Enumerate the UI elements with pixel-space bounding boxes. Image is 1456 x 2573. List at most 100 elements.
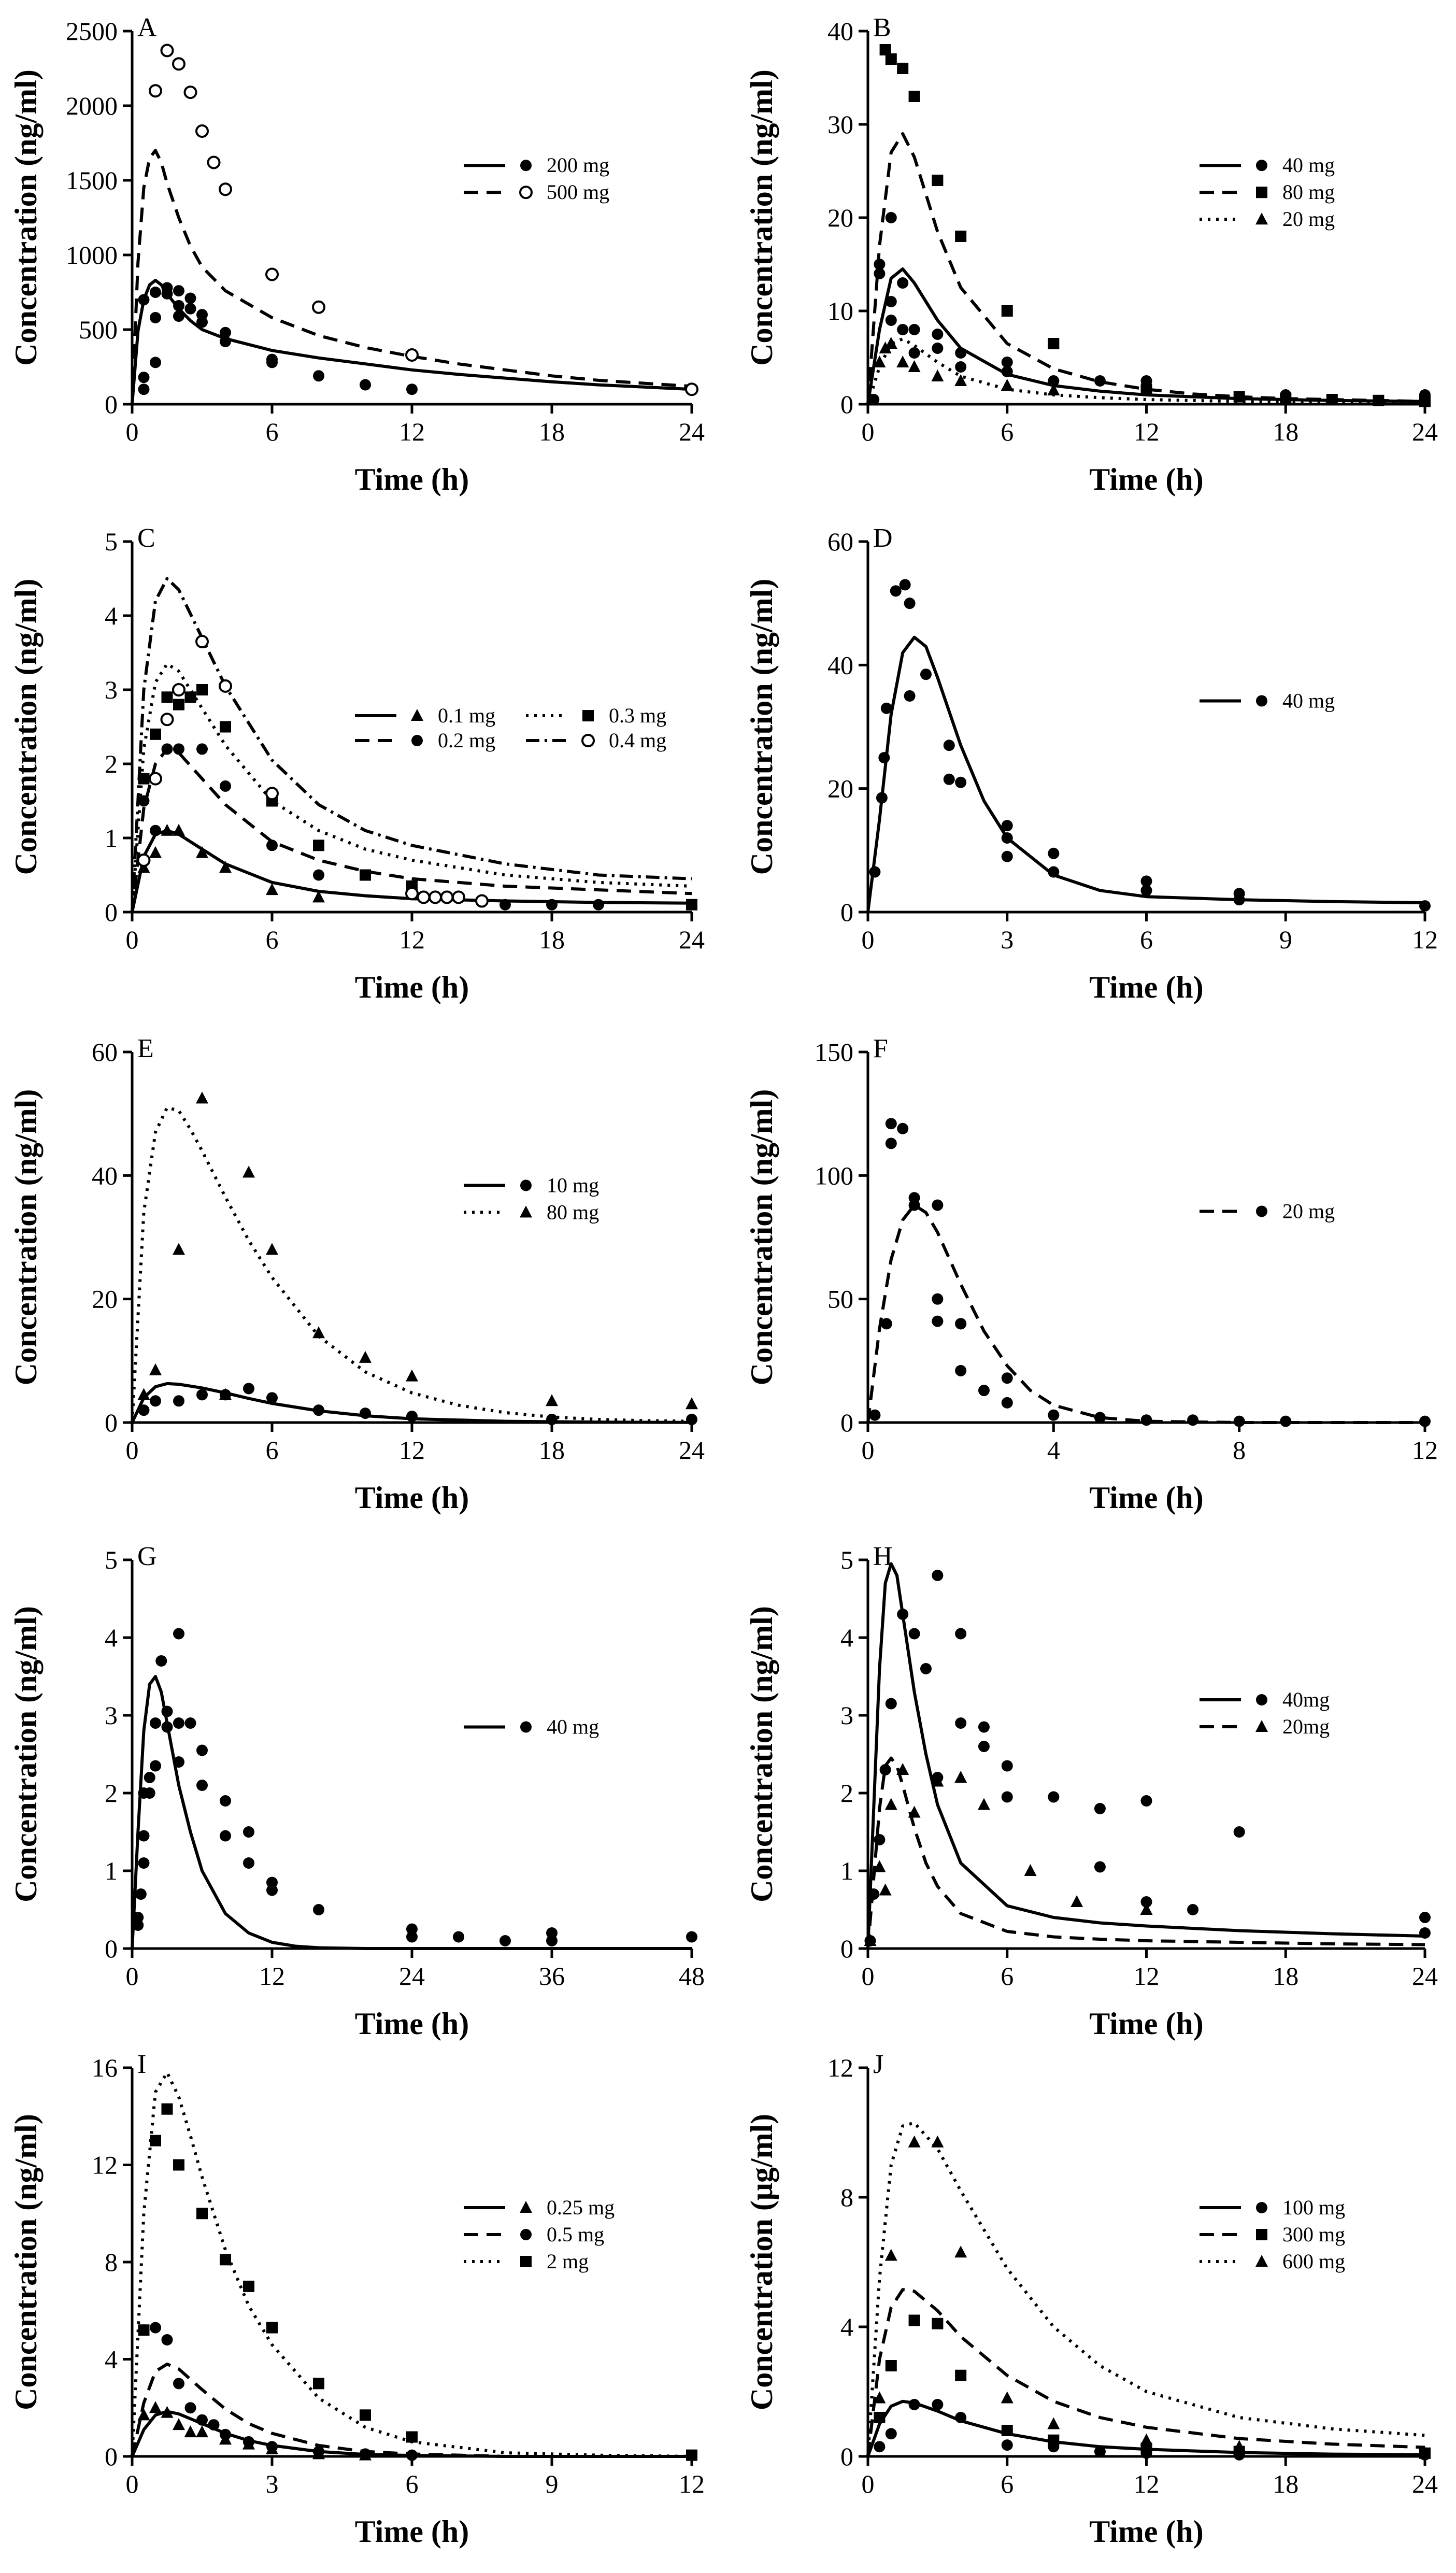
data-point	[896, 356, 909, 367]
data-point	[897, 1122, 909, 1134]
data-point	[1001, 1791, 1013, 1803]
series-line	[866, 1756, 1425, 1949]
series-500-mg	[131, 44, 698, 405]
data-point	[878, 752, 890, 764]
legend-label: 0.4 mg	[609, 729, 666, 752]
x-tick-label: 24	[679, 925, 705, 954]
data-point	[405, 887, 419, 901]
series-line	[131, 662, 692, 913]
y-axis-title: Concentration (ng/ml)	[745, 1089, 779, 1386]
y-axis-title: Concentration (ng/ml)	[745, 1606, 779, 1902]
data-point	[266, 1243, 278, 1255]
data-point	[874, 2412, 886, 2423]
data-point	[873, 2391, 886, 2404]
chart-panel-b: 0 6 12 18 24 0 10 20 30 40 B Time (h) Concentration …	[745, 13, 1438, 496]
data-point	[885, 2360, 897, 2371]
data-point	[138, 1404, 150, 1416]
data-point	[160, 44, 174, 58]
x-tick-label: 24	[1412, 417, 1438, 446]
legend-label: 600 mg	[1282, 2250, 1345, 2273]
x-tick-label: 6	[1140, 925, 1153, 954]
data-point	[266, 1392, 278, 1404]
data-point	[243, 1826, 254, 1838]
data-point	[896, 1763, 909, 1775]
data-point	[931, 1774, 944, 1787]
data-point	[908, 91, 920, 102]
data-point	[1001, 2425, 1013, 2436]
data-point	[208, 2419, 220, 2431]
data-point	[1140, 1903, 1153, 1915]
y-tick-label: 100	[815, 1161, 853, 1190]
series-10-mg	[131, 1382, 697, 1426]
data-point	[546, 1414, 558, 1426]
y-tick-label: 0	[105, 1408, 118, 1437]
data-point	[161, 2103, 173, 2115]
data-point	[1048, 866, 1060, 878]
data-point	[220, 2254, 231, 2266]
legend-label: 0.3 mg	[609, 704, 666, 727]
data-point	[686, 2449, 697, 2461]
y-tick-label: 1	[105, 1856, 118, 1885]
data-point	[904, 690, 916, 702]
data-point	[406, 2431, 418, 2443]
legend-label: 0.5 mg	[547, 2223, 604, 2246]
series-line	[131, 2362, 692, 2458]
data-point	[138, 372, 150, 383]
data-point	[884, 2249, 897, 2261]
x-tick-label: 12	[259, 1961, 285, 1991]
data-point	[978, 1741, 990, 1752]
data-point	[440, 890, 454, 904]
x-tick-label: 6	[266, 925, 279, 954]
data-point	[885, 53, 897, 65]
data-point	[879, 44, 891, 55]
data-point	[885, 1118, 897, 1130]
x-tick-label: 12	[399, 1435, 425, 1465]
data-point	[150, 1395, 161, 1407]
data-point	[1001, 1372, 1013, 1384]
data-point	[452, 890, 465, 904]
x-tick-label: 18	[539, 417, 565, 446]
x-tick-label: 3	[1001, 925, 1014, 954]
data-point	[884, 337, 897, 349]
data-point	[885, 212, 897, 223]
y-axis-title: Concentration (μg/ml)	[745, 2114, 779, 2410]
data-point	[879, 342, 892, 353]
chart-panel-e: 0 6 12 18 24 0 20 40 60 E Time (h) Concentration (n…	[9, 1034, 705, 1515]
panel-label: D	[873, 523, 893, 553]
data-point	[266, 357, 278, 368]
data-point	[908, 1199, 920, 1211]
y-tick-label: 60	[827, 527, 853, 556]
data-point	[1419, 1912, 1431, 1923]
data-point	[931, 2135, 944, 2148]
chart-panel-d: 0 3 6 9 12 0 20 40 60 D Time (h) Concentration (ng/…	[745, 523, 1438, 1004]
x-tick-label: 6	[266, 417, 279, 446]
x-tick-label: 18	[1273, 1961, 1298, 1991]
x-axis-title: Time (h)	[1089, 2514, 1204, 2549]
legend-marker	[411, 709, 423, 721]
data-point	[312, 1326, 325, 1339]
legend-marker	[1256, 2229, 1267, 2240]
data-point	[874, 2441, 886, 2453]
series-300-mg	[866, 2288, 1431, 2459]
data-point	[219, 182, 232, 196]
y-tick-label: 1	[840, 1856, 853, 1885]
y-axis-title: Concentration (ng/ml)	[9, 69, 43, 366]
x-tick-label: 0	[126, 1435, 139, 1465]
data-point	[196, 1780, 208, 1791]
legend-label: 80 mg	[547, 1200, 599, 1224]
data-point	[869, 1409, 881, 1421]
data-point	[220, 1795, 231, 1807]
x-tick-label: 0	[862, 1435, 875, 1465]
series-line	[866, 2399, 1425, 2457]
data-point	[546, 1935, 558, 1946]
legend-label: 300 mg	[1282, 2223, 1345, 2246]
data-point	[173, 2378, 184, 2390]
y-tick-label: 500	[79, 315, 118, 344]
data-point	[1001, 1760, 1013, 1772]
data-point	[908, 1628, 920, 1640]
data-point	[908, 360, 921, 372]
y-tick-label: 40	[827, 17, 853, 46]
data-point	[943, 740, 955, 751]
data-point	[406, 1411, 418, 1423]
